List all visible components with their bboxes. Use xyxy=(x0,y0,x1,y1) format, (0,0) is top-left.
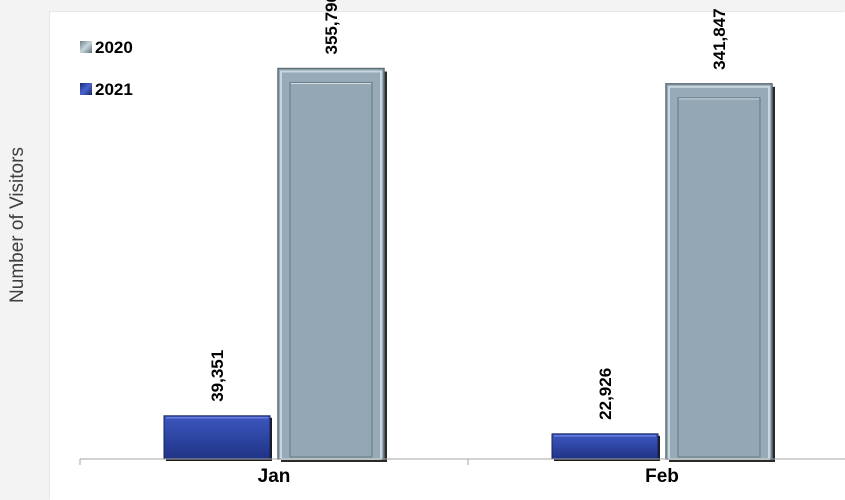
data-label-2020-feb: 341,847 xyxy=(710,8,729,69)
data-label-2020-jan: 355,796 xyxy=(322,0,341,55)
data-label-2021-feb: 22,926 xyxy=(596,368,615,420)
bar-inner xyxy=(289,81,373,458)
bar-inner xyxy=(677,97,761,458)
x-tick-label-jan: Jan xyxy=(258,466,291,487)
data-label-2021-jan: 39,351 xyxy=(208,350,227,402)
bar-2021-jan xyxy=(163,415,272,461)
legend-swatch-2021 xyxy=(80,83,92,95)
legend-swatch-2020 xyxy=(80,41,92,53)
bars: 39,351 355,796 22,926 341,847 xyxy=(163,0,775,463)
bar-fill xyxy=(551,433,659,460)
legend-label-2020: 2020 xyxy=(95,38,133,57)
legend: 2020 2021 xyxy=(80,38,133,99)
x-axis: Jan Feb xyxy=(79,458,845,487)
bar-2021-feb xyxy=(551,433,660,461)
bar-2020-feb xyxy=(665,83,775,463)
bar-2020-jan xyxy=(277,67,387,463)
x-tick-label-feb: Feb xyxy=(645,466,679,487)
legend-label-2021: 2021 xyxy=(95,80,133,99)
bar-fill xyxy=(163,415,271,460)
